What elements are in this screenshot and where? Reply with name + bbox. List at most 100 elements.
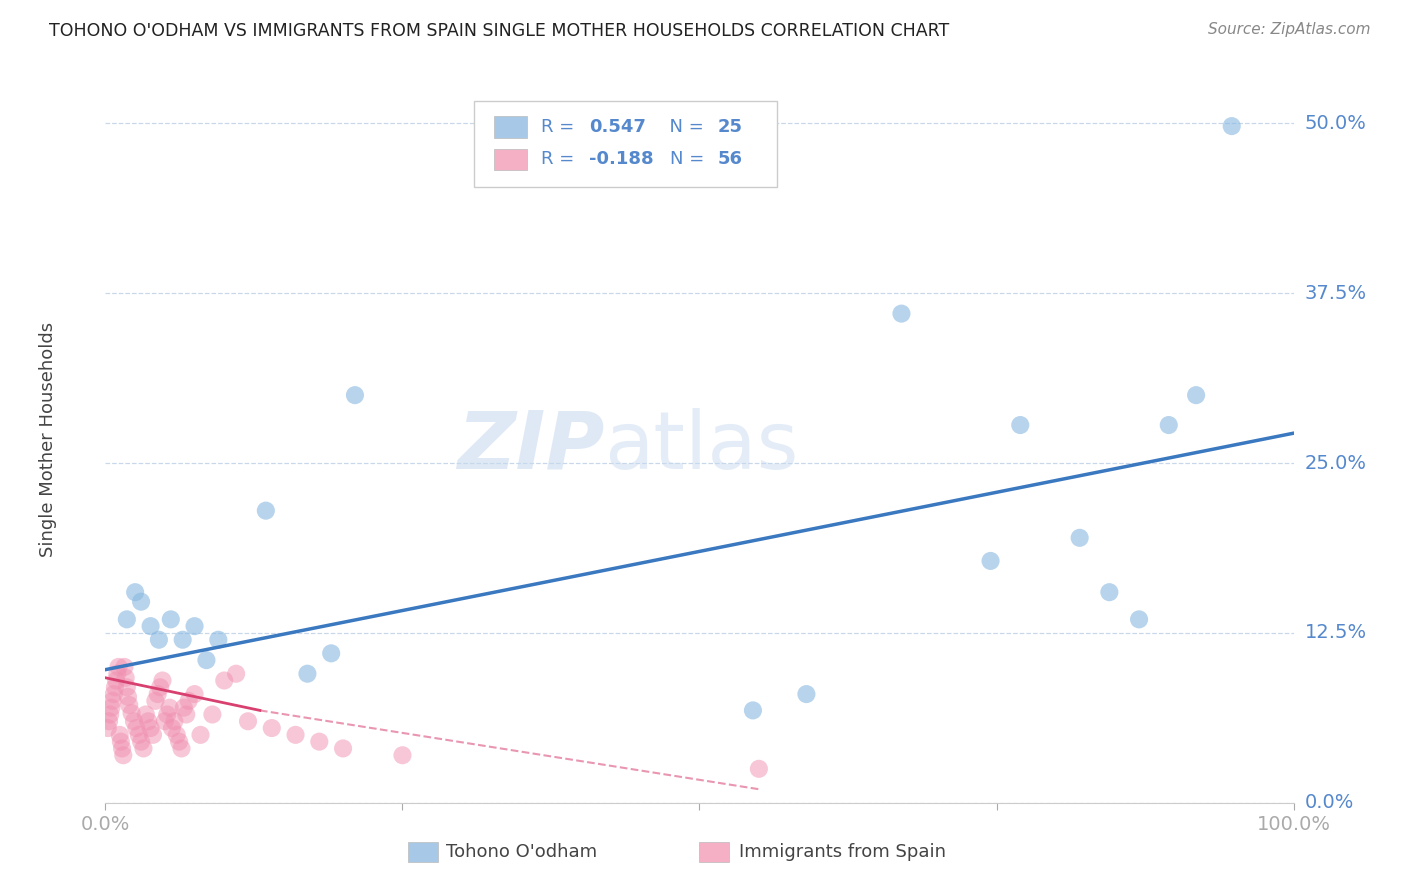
Point (172, 632, 194, 647)
Point (254, 503, 277, 517)
Point (98, 714, 121, 729)
Point (332, 741, 354, 756)
Text: Single Mother Households: Single Mother Households (39, 322, 58, 557)
Point (1157, 418, 1180, 433)
Point (100, 700, 122, 714)
Point (1128, 612, 1150, 626)
Text: TOHONO O'ODHAM VS IMMIGRANTS FROM SPAIN SINGLE MOTHER HOUSEHOLDS CORRELATION CHA: TOHONO O'ODHAM VS IMMIGRANTS FROM SPAIN … (49, 22, 949, 40)
Point (101, 694, 124, 708)
Point (104, 681, 127, 695)
Point (146, 687, 169, 701)
Point (136, 714, 159, 729)
Point (190, 728, 212, 742)
Point (115, 612, 138, 626)
FancyBboxPatch shape (700, 842, 730, 863)
Text: -0.188: -0.188 (589, 151, 654, 169)
Point (1069, 531, 1091, 545)
Point (143, 694, 166, 708)
Point (297, 666, 319, 681)
Text: 12.5%: 12.5% (1305, 624, 1367, 642)
Point (114, 671, 136, 685)
Point (167, 734, 190, 748)
Point (796, 687, 818, 701)
Point (1010, 418, 1032, 433)
Point (105, 666, 128, 681)
Text: Tohono O'odham: Tohono O'odham (447, 843, 598, 862)
Text: 25.0%: 25.0% (1305, 454, 1367, 473)
Point (170, 741, 193, 756)
Point (139, 619, 162, 633)
Point (107, 660, 129, 674)
Point (112, 748, 135, 763)
Point (159, 700, 181, 714)
Point (135, 707, 157, 722)
Point (308, 734, 330, 748)
Text: atlas: atlas (605, 408, 799, 485)
Point (742, 703, 765, 717)
Point (201, 707, 224, 722)
Text: Immigrants from Spain: Immigrants from Spain (738, 843, 946, 862)
Point (166, 728, 188, 742)
Point (114, 660, 136, 674)
Point (343, 388, 366, 402)
Point (129, 595, 152, 609)
Point (121, 706, 143, 720)
Point (159, 612, 181, 626)
Point (748, 762, 770, 776)
Text: R =: R = (541, 151, 581, 169)
Text: 0.0%: 0.0% (1305, 793, 1354, 813)
Point (117, 690, 139, 704)
Point (124, 585, 146, 599)
Point (195, 653, 218, 667)
Point (132, 741, 155, 756)
Point (156, 707, 179, 722)
Point (1098, 585, 1121, 599)
Point (139, 721, 162, 735)
FancyBboxPatch shape (474, 102, 776, 187)
Text: 25: 25 (717, 118, 742, 136)
Text: ZIP: ZIP (457, 408, 605, 485)
Point (125, 721, 148, 735)
Point (163, 714, 186, 729)
Text: 56: 56 (717, 151, 742, 169)
Point (174, 707, 197, 722)
Point (391, 748, 413, 763)
Text: Source: ZipAtlas.com: Source: ZipAtlas.com (1208, 22, 1371, 37)
Point (103, 687, 125, 701)
Point (111, 741, 134, 756)
Point (214, 673, 236, 688)
Point (160, 721, 183, 735)
Text: R =: R = (541, 118, 581, 136)
Point (260, 721, 283, 735)
Point (152, 673, 174, 688)
Point (98, 707, 121, 722)
Point (177, 694, 200, 708)
Point (1185, 388, 1208, 402)
Point (108, 728, 131, 742)
Point (890, 307, 912, 321)
Point (149, 681, 172, 695)
Point (148, 632, 170, 647)
Point (153, 714, 176, 729)
Point (236, 714, 259, 729)
Point (207, 632, 229, 647)
Point (183, 687, 205, 701)
FancyBboxPatch shape (494, 116, 527, 137)
Point (129, 734, 152, 748)
Point (97, 721, 120, 735)
Text: 37.5%: 37.5% (1305, 284, 1367, 302)
Text: 0.547: 0.547 (589, 118, 645, 136)
Point (183, 619, 205, 633)
Point (173, 700, 195, 714)
Point (122, 714, 145, 729)
Point (321, 646, 343, 660)
Point (225, 666, 247, 681)
Point (128, 728, 150, 742)
Text: 50.0%: 50.0% (1305, 114, 1367, 133)
Point (110, 734, 132, 748)
Point (142, 728, 165, 742)
Point (1220, 119, 1243, 133)
FancyBboxPatch shape (408, 842, 439, 863)
Point (115, 681, 138, 695)
FancyBboxPatch shape (494, 148, 527, 170)
